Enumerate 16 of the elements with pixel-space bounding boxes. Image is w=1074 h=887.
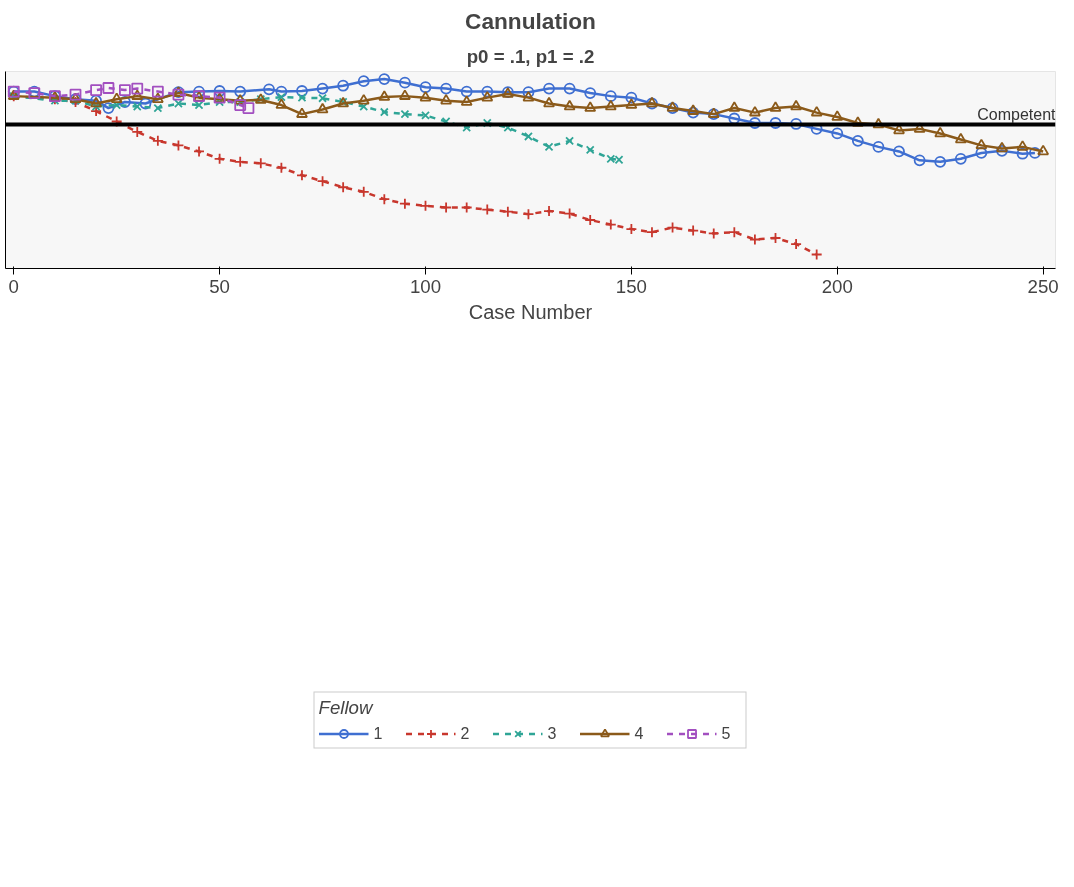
legend-label: 2 (460, 724, 471, 742)
x-tick-label: 150 (615, 275, 647, 297)
x-tick-label: 100 (409, 275, 442, 297)
legend-title: Fellow (318, 696, 375, 718)
ref-line-label: Competent (977, 105, 1057, 123)
chart-subtitle: p0 = .1, p1 = .2 (466, 45, 595, 67)
legend-label: 5 (721, 724, 732, 742)
x-tick-label: 200 (821, 275, 853, 297)
legend-label: 4 (634, 724, 645, 742)
x-tick-label: 50 (209, 275, 231, 297)
chart-title: Cannulation (465, 7, 596, 34)
x-tick-label: 0 (8, 275, 19, 297)
x-tick-label: 250 (1027, 275, 1059, 297)
legend-label: 1 (373, 724, 384, 742)
legend-label: 3 (547, 724, 558, 742)
x-axis-title: Case Number (468, 300, 593, 323)
